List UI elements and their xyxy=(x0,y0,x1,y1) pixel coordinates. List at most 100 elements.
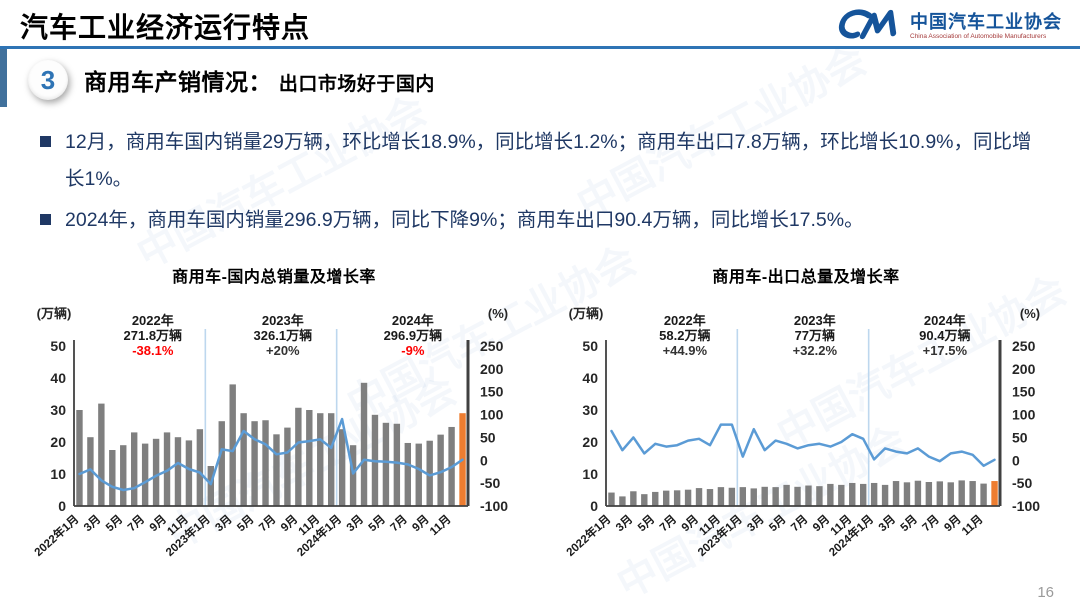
svg-text:-100: -100 xyxy=(480,498,508,514)
svg-text:3月: 3月 xyxy=(876,513,898,535)
bullet-text: 2024年，商用车国内销量296.9万辆，同比下降9%；商用车出口90.4万辆，… xyxy=(65,209,864,232)
svg-text:+44.9%: +44.9% xyxy=(663,343,708,358)
svg-text:-50: -50 xyxy=(480,475,500,491)
bullet-list: 12月，商用车国内销量29万辆，环比增长18.9%，同比增长1.2%；商用车出口… xyxy=(40,124,1050,243)
svg-text:200: 200 xyxy=(480,361,504,377)
svg-text:+32.2%: +32.2% xyxy=(793,343,838,358)
section-title: 商用车产销情况： 出口市场好于国内 xyxy=(84,63,435,97)
svg-text:296.9万辆: 296.9万辆 xyxy=(384,328,443,343)
svg-text:11月: 11月 xyxy=(427,513,453,539)
square-bullet-icon xyxy=(40,136,51,147)
svg-text:150: 150 xyxy=(1012,384,1036,400)
svg-text:3月: 3月 xyxy=(613,513,635,535)
svg-text:77万辆: 77万辆 xyxy=(795,328,835,343)
header-divider xyxy=(0,46,1080,49)
svg-text:2023年: 2023年 xyxy=(262,313,304,328)
svg-text:10: 10 xyxy=(50,466,66,482)
bullet-item: 2024年，商用车国内销量296.9万辆，同比下降9%；商用车出口90.4万辆，… xyxy=(40,202,1050,239)
svg-text:50: 50 xyxy=(50,338,66,354)
svg-text:7月: 7月 xyxy=(920,513,942,535)
org-name: 中国汽车工业协会 xyxy=(910,11,1062,32)
org-tagline: China Association of Automobile Manufact… xyxy=(910,33,1047,41)
svg-text:3月: 3月 xyxy=(213,513,235,535)
svg-text:+20%: +20% xyxy=(266,343,300,358)
svg-text:2022年1月: 2022年1月 xyxy=(31,512,81,559)
svg-text:-38.1%: -38.1% xyxy=(132,343,174,358)
svg-text:30: 30 xyxy=(50,402,66,418)
svg-text:0: 0 xyxy=(480,452,488,468)
svg-text:7月: 7月 xyxy=(125,513,147,535)
svg-text:0: 0 xyxy=(58,498,66,514)
svg-text:7月: 7月 xyxy=(256,513,278,535)
section-number-badge: 3 xyxy=(28,60,68,100)
svg-text:(%): (%) xyxy=(488,306,508,321)
svg-text:5月: 5月 xyxy=(767,513,789,535)
charts-row: 商用车-国内总销量及增长率 0 10 20 30 40 50 -100 -50 0 50 100 15… xyxy=(0,263,1080,597)
bullet-item: 12月，商用车国内销量29万辆，环比增长18.9%，同比增长1.2%；商用车出口… xyxy=(40,124,1050,198)
svg-text:50: 50 xyxy=(1012,429,1028,445)
svg-text:200: 200 xyxy=(1012,361,1036,377)
svg-text:271.8万辆: 271.8万辆 xyxy=(124,328,183,343)
svg-text:5月: 5月 xyxy=(898,513,920,535)
svg-text:-100: -100 xyxy=(1012,498,1040,514)
chart-export-volume: 商用车-出口总量及增长率 0 10 20 30 40 50 -100 -50 0 50 100 150… xyxy=(548,263,1064,597)
svg-text:2022年: 2022年 xyxy=(132,313,174,328)
svg-text:100: 100 xyxy=(1012,407,1036,423)
svg-text:3月: 3月 xyxy=(745,513,767,535)
svg-text:-50: -50 xyxy=(1012,475,1032,491)
svg-text:0: 0 xyxy=(590,498,598,514)
svg-text:5月: 5月 xyxy=(635,513,657,535)
svg-text:3月: 3月 xyxy=(81,513,103,535)
svg-text:90.4万辆: 90.4万辆 xyxy=(919,328,970,343)
svg-text:2024年: 2024年 xyxy=(924,313,966,328)
svg-text:50: 50 xyxy=(582,338,598,354)
page-number: 16 xyxy=(1037,584,1054,601)
left-accent-strip xyxy=(0,49,7,107)
svg-text:30: 30 xyxy=(582,402,598,418)
svg-text:40: 40 xyxy=(582,370,598,386)
svg-text:(万辆): (万辆) xyxy=(569,306,604,321)
chart-export-svg: 0 10 20 30 40 50 -100 -50 0 50 100 150 200 250 (万辆) (%)… xyxy=(563,306,1040,559)
svg-text:2022年: 2022年 xyxy=(664,313,706,328)
svg-text:50: 50 xyxy=(480,429,496,445)
section-title-text: 商用车产销情况： xyxy=(84,69,272,95)
chart-domestic-sales: 商用车-国内总销量及增长率 0 10 20 30 40 50 -100 -50 0 50 100 15… xyxy=(16,263,532,597)
svg-text:7月: 7月 xyxy=(388,513,410,535)
chart-title: 商用车-出口总量及增长率 xyxy=(712,269,900,286)
svg-text:5月: 5月 xyxy=(103,513,125,535)
section-heading: 3 商用车产销情况： 出口市场好于国内 xyxy=(28,60,435,100)
cam-swoosh-logo-icon xyxy=(837,5,903,48)
svg-text:40: 40 xyxy=(50,370,66,386)
svg-text:58.2万辆: 58.2万辆 xyxy=(659,328,710,343)
page-title: 汽车工业经济运行特点 xyxy=(20,12,311,43)
svg-text:2022年1月: 2022年1月 xyxy=(563,512,613,559)
svg-text:250: 250 xyxy=(1012,338,1036,354)
section-subtitle: 出口市场好于国内 xyxy=(278,74,435,95)
svg-text:11月: 11月 xyxy=(959,513,985,539)
chart-domestic-svg: 0 10 20 30 40 50 -100 -50 0 50 100 150 200 250 (万辆) (%)… xyxy=(31,306,508,559)
svg-text:7月: 7月 xyxy=(657,513,679,535)
svg-text:5月: 5月 xyxy=(235,513,257,535)
svg-text:(%): (%) xyxy=(1020,306,1040,321)
bullet-text: 12月，商用车国内销量29万辆，环比增长18.9%，同比增长1.2%；商用车出口… xyxy=(65,131,1032,191)
svg-text:+17.5%: +17.5% xyxy=(923,343,968,358)
svg-text:20: 20 xyxy=(50,434,66,450)
square-bullet-icon xyxy=(40,214,51,226)
chart-title: 商用车-国内总销量及增长率 xyxy=(172,269,376,286)
svg-text:7月: 7月 xyxy=(788,513,810,535)
svg-text:10: 10 xyxy=(582,466,598,482)
svg-text:(万辆): (万辆) xyxy=(37,306,72,321)
svg-text:2023年: 2023年 xyxy=(794,313,836,328)
svg-text:-9%: -9% xyxy=(401,343,425,358)
svg-text:2024年: 2024年 xyxy=(392,313,434,328)
svg-text:0: 0 xyxy=(1012,452,1020,468)
svg-text:3月: 3月 xyxy=(344,513,366,535)
svg-text:150: 150 xyxy=(480,384,504,400)
svg-text:326.1万辆: 326.1万辆 xyxy=(254,328,313,343)
svg-text:5月: 5月 xyxy=(366,513,388,535)
svg-text:100: 100 xyxy=(480,407,504,423)
svg-text:20: 20 xyxy=(582,434,598,450)
svg-text:250: 250 xyxy=(480,338,504,354)
org-logo: 中国汽车工业协会 China Association of Automobile… xyxy=(837,5,1062,48)
